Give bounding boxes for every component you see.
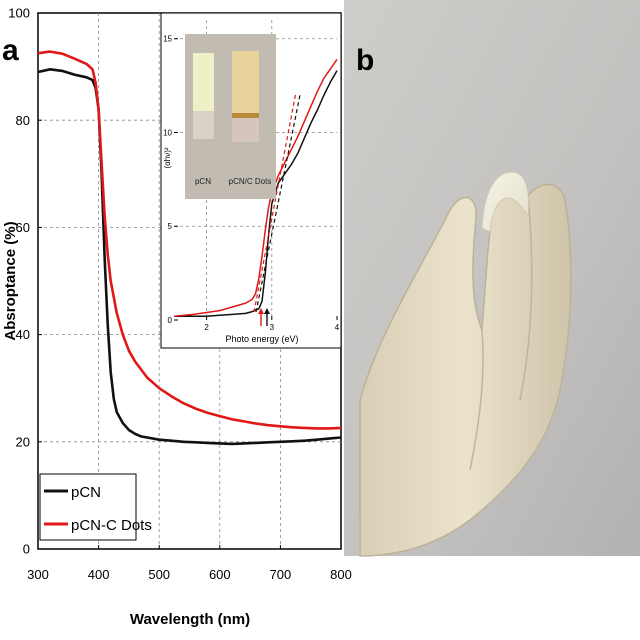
main-y-tick-label: 80 bbox=[16, 113, 30, 128]
panel-label-b: b bbox=[356, 44, 374, 77]
photo-label-pcn: pCN bbox=[195, 177, 211, 186]
inset-x-ticks: 2 3 4 bbox=[204, 316, 340, 332]
main-series bbox=[37, 50, 342, 446]
pcn-c-dots-sample bbox=[232, 51, 259, 115]
bandgap-arrow-black bbox=[264, 308, 270, 326]
main-y-axis-label: Absroptance (%) bbox=[2, 221, 19, 340]
inset-y-tick-label: 0 bbox=[168, 316, 173, 325]
main-x-tick-label: 400 bbox=[88, 567, 110, 582]
main-x-tick-label: 300 bbox=[27, 567, 49, 582]
inset-y-tick-label: 5 bbox=[168, 222, 173, 231]
main-x-tick-label: 600 bbox=[209, 567, 231, 582]
flexible-film bbox=[481, 171, 529, 233]
legend-label-pcn-c-dots: pCN-C Dots bbox=[71, 517, 152, 534]
legend-label-pcn: pCN bbox=[71, 484, 101, 501]
main-x-tick-label: 800 bbox=[330, 567, 352, 582]
pcn-sample bbox=[193, 53, 214, 111]
inset-sample-photo: pCN pCN/C Dots bbox=[185, 34, 276, 199]
main-series-line-1 bbox=[37, 50, 342, 430]
inset-y-ticks: 0 5 10 15 bbox=[163, 35, 178, 325]
panel-label-a: a bbox=[2, 34, 19, 67]
inset-y-axis-label: (αhν)² bbox=[163, 147, 172, 168]
main-y-tick-label: 100 bbox=[8, 6, 30, 21]
main-y-tick-label: 20 bbox=[16, 434, 30, 449]
inset-x-tick-label: 3 bbox=[270, 323, 275, 332]
inset-series-line-1 bbox=[173, 58, 338, 318]
main-y-ticks: 0 20 40 60 80 100 bbox=[8, 6, 42, 557]
photo-label-pcn-c-dots: pCN/C Dots bbox=[229, 177, 272, 186]
legend-box bbox=[39, 473, 137, 541]
main-x-ticks: 300 400 500 600 700 800 bbox=[27, 545, 352, 582]
main-x-tick-label: 700 bbox=[270, 567, 292, 582]
inset-tangent-black bbox=[255, 94, 301, 313]
inset-x-tick-label: 4 bbox=[335, 323, 340, 332]
bandgap-arrow-red bbox=[258, 308, 264, 326]
inset-series-line-0 bbox=[174, 70, 338, 318]
inset-y-tick-label: 10 bbox=[163, 128, 172, 137]
main-legend: pCN pCN-C Dots bbox=[39, 473, 152, 541]
panel-b-photo bbox=[344, 0, 640, 557]
main-y-tick-label: 40 bbox=[16, 327, 30, 342]
main-x-axis-label: Wavelength (nm) bbox=[130, 611, 250, 628]
inset-tangent-red bbox=[253, 91, 297, 313]
main-series-line-0 bbox=[37, 68, 342, 446]
main-y-tick-label: 60 bbox=[16, 220, 30, 235]
inset-y-tick-label: 15 bbox=[163, 35, 172, 44]
inset-x-tick-label: 2 bbox=[204, 323, 209, 332]
inset-series bbox=[173, 58, 338, 318]
inset-x-axis-label: Photo energy (eV) bbox=[225, 334, 298, 344]
main-y-tick-label: 0 bbox=[23, 542, 30, 557]
main-x-tick-label: 500 bbox=[148, 567, 170, 582]
